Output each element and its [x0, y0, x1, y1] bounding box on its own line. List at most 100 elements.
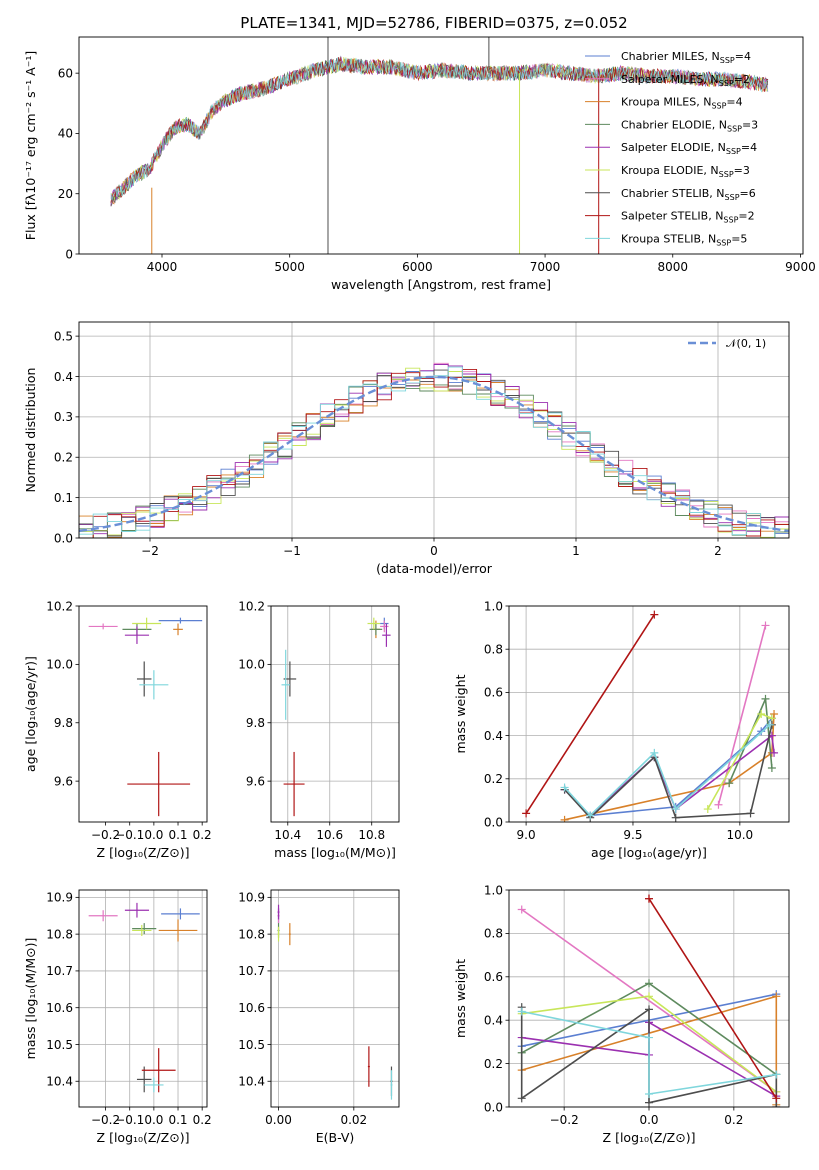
y-tick-label: 10.7 — [238, 964, 265, 978]
plus-marker — [761, 621, 770, 630]
normal-curve — [79, 375, 789, 533]
axes-frame — [78, 889, 208, 1108]
data-point — [173, 623, 183, 636]
y-axis-label: Flux [fλ10⁻¹⁷ erg cm⁻² s⁻¹ A⁻¹] — [23, 51, 38, 240]
x-tick-label: 9.0 — [517, 828, 536, 842]
legend-entry-name: Chabrier ELODIE, N — [621, 118, 727, 131]
data-point — [158, 617, 203, 624]
data-point — [144, 1077, 164, 1093]
plus-marker — [645, 1098, 653, 1107]
legend-entry-subscript: SSP — [719, 170, 734, 179]
data-point — [277, 926, 280, 942]
y-tick-label: 10.5 — [238, 1038, 265, 1052]
plus-marker — [650, 748, 659, 757]
legend-entry: Salpeter STELIB, NSSP=2 — [621, 210, 755, 225]
y-axis-label: mass weight — [453, 674, 468, 753]
y-tick-label: 40 — [58, 127, 73, 141]
x-axis-label: mass [log₁₀(M/M⊙)] — [274, 845, 396, 860]
x-tick-label: 6000 — [402, 260, 433, 274]
plus-marker — [761, 694, 770, 703]
legend-entry-name: Salpeter MILES, N — [621, 73, 719, 86]
y-tick-label: 10.6 — [46, 1001, 73, 1015]
x-tick-label: 0.00 — [265, 1113, 292, 1127]
legend-entry-subscript: SSP — [719, 79, 734, 88]
data-point — [136, 1066, 152, 1093]
plot-area — [281, 617, 391, 817]
y-tick-label: 1.0 — [484, 599, 503, 613]
y-tick-label: 10.8 — [46, 927, 73, 941]
data-point — [88, 623, 118, 630]
plot-area — [110, 37, 769, 254]
data-point — [127, 751, 191, 817]
plot-area — [277, 904, 393, 1100]
plus-marker — [645, 894, 653, 903]
y-tick-label: 10.7 — [46, 964, 73, 978]
data-point — [158, 919, 198, 942]
subplot-spectrum: 4000 5000 6000 7000 8000 9000 0 20 40 60 wavelengt… — [23, 36, 816, 292]
y-tick-label: 10.6 — [238, 1001, 265, 1015]
plus-marker — [772, 1103, 781, 1107]
y-tick-label: 0.0 — [484, 815, 503, 829]
y-tick-label: 0.3 — [54, 410, 73, 424]
plus-marker — [522, 809, 531, 818]
data-point — [367, 617, 381, 630]
plus-marker — [765, 720, 774, 729]
x-tick-label: 2 — [714, 544, 722, 558]
axes-frame — [78, 321, 790, 539]
y-axis-label: Normed distribution — [23, 368, 38, 493]
data-point — [161, 908, 200, 920]
axes-frame — [270, 889, 400, 1108]
x-axis-label: (data-model)/error — [376, 561, 493, 576]
legend-entry-count: =4 — [726, 96, 742, 109]
legend: 𝒩(0, 1) — [688, 337, 766, 350]
y-tick-label: 0.6 — [484, 970, 503, 984]
weight-line — [525, 614, 655, 814]
y-tick-label: 0.2 — [484, 772, 503, 786]
x-tick-label: 4000 — [147, 260, 178, 274]
data-point — [132, 924, 152, 936]
grid-lines — [79, 890, 207, 1107]
plus-marker — [517, 1094, 526, 1103]
x-tick-label: −0.2 — [91, 1113, 120, 1127]
subplot-mass-vs-Z: −0.2−0.1 0.0 0.1 0.2 10.4 10.5 10.6 10.7 10.8 10.… — [23, 889, 212, 1145]
y-tick-label: 10.2 — [46, 599, 73, 613]
y-tick-label: 0.4 — [54, 370, 73, 384]
x-tick-label: 0.0 — [639, 1113, 658, 1127]
legend-entry-subscript: SSP — [727, 124, 742, 133]
x-axis-label: wavelength [Angstrom, rest frame] — [331, 277, 551, 292]
x-tick-label: −0.2 — [550, 1113, 579, 1127]
x-tick-label: −2 — [141, 544, 159, 558]
plus-marker — [725, 779, 734, 788]
x-tick-label: 10.0 — [726, 828, 753, 842]
y-tick-label: 0.8 — [484, 643, 503, 657]
subplots: 4000 5000 6000 7000 8000 90000204060wavelengt… — [23, 36, 816, 1145]
data-point — [283, 751, 305, 817]
legend-entry: Salpeter ELODIE, NSSP=4 — [621, 141, 757, 156]
plus-marker — [650, 610, 659, 619]
grid-lines — [271, 890, 399, 1107]
plus-marker — [645, 1033, 653, 1042]
x-axis-label: Z [log₁₀(Z/Z⊙)] — [97, 1130, 190, 1145]
data-point — [288, 923, 291, 946]
x-axis-label: Z [log₁₀(Z/Z⊙)] — [603, 1130, 696, 1145]
data-point — [141, 1048, 176, 1093]
plot-area — [522, 610, 779, 822]
y-tick-label: 10.9 — [46, 891, 73, 905]
axes-frame — [508, 605, 790, 823]
plus-marker — [645, 1089, 653, 1098]
legend-entry-subscript: SSP — [726, 147, 741, 156]
weight-line — [564, 724, 773, 819]
x-tick-label: 0.1 — [168, 1113, 187, 1127]
y-tick-label: 20 — [58, 187, 73, 201]
data-point — [124, 626, 150, 644]
plot-area — [88, 902, 200, 1093]
x-tick-label: 9000 — [785, 260, 816, 274]
axes-frame — [270, 605, 400, 823]
subplot-weight-vs-Z: −0.2 0.0 0.2 0.0 0.2 0.4 0.6 0.8 1.0 Z [log₁₀(Z/Z… — [453, 883, 790, 1145]
y-axis-label: age [log₁₀(age/yr)] — [23, 656, 38, 772]
legend-entry: Kroupa ELODIE, NSSP=3 — [621, 164, 750, 179]
plus-marker — [757, 727, 766, 736]
weight-line — [521, 1010, 777, 1095]
y-tick-label: 0.2 — [54, 451, 73, 465]
legend-entry-subscript: SSP — [723, 216, 738, 225]
